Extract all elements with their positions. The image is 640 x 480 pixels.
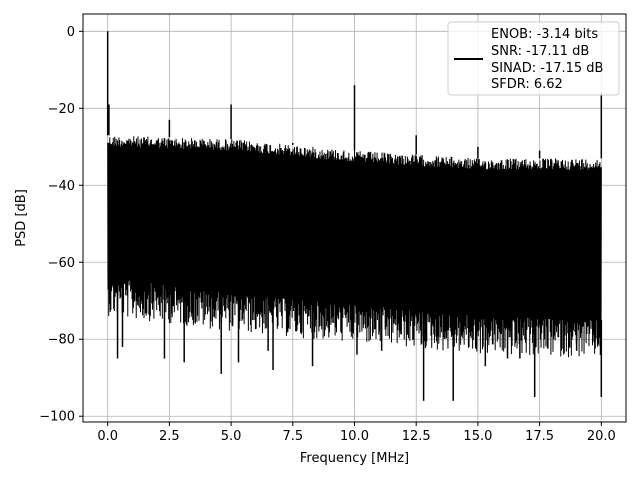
y-tick-label: −80	[48, 333, 75, 348]
x-tick-label: 12.5	[402, 429, 431, 444]
legend-line-1: ENOB: -3.14 bits	[491, 27, 598, 42]
x-tick-label: 2.5	[159, 429, 180, 444]
y-tick-label: −60	[48, 256, 75, 271]
x-tick-label: 15.0	[463, 429, 492, 444]
x-tick-label: 20.0	[587, 429, 616, 444]
y-ticks: 0 −20 −40 −60 −80 −100	[39, 25, 83, 425]
psd-trace	[106, 31, 603, 401]
x-tick-label: 5.0	[221, 429, 242, 444]
legend: ENOB: -3.14 bits SNR: -17.11 dB SINAD: -…	[447, 21, 620, 96]
legend-line-2: SNR: -17.11 dB	[491, 44, 589, 59]
x-axis-label: Frequency [MHz]	[300, 451, 409, 466]
y-tick-label: −20	[48, 102, 75, 117]
legend-line-3: SINAD: -17.15 dB	[491, 61, 603, 76]
x-tick-label: 10.0	[340, 429, 369, 444]
y-tick-label: 0	[67, 25, 75, 40]
x-ticks: 0.0 2.5 5.0 7.5 10.0 12.5 15.0 17.5 20.0	[97, 422, 616, 444]
y-tick-label: −40	[48, 179, 75, 194]
noise-band-core	[107, 150, 602, 309]
legend-box	[447, 21, 620, 96]
y-tick-label: −100	[39, 410, 75, 425]
x-tick-label: 17.5	[525, 429, 554, 444]
x-tick-label: 7.5	[282, 429, 303, 444]
y-axis-label: PSD [dB]	[14, 189, 29, 247]
legend-line-4: SFDR: 6.62	[491, 77, 563, 92]
x-tick-label: 0.0	[97, 429, 118, 444]
